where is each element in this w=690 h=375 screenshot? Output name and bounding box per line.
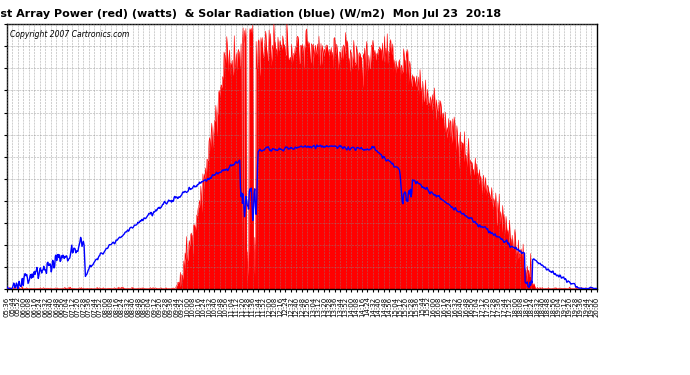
Text: West Array Power (red) (watts)  & Solar Radiation (blue) (W/m2)  Mon Jul 23  20:: West Array Power (red) (watts) & Solar R… (0, 9, 502, 20)
Text: Copyright 2007 Cartronics.com: Copyright 2007 Cartronics.com (10, 30, 129, 39)
